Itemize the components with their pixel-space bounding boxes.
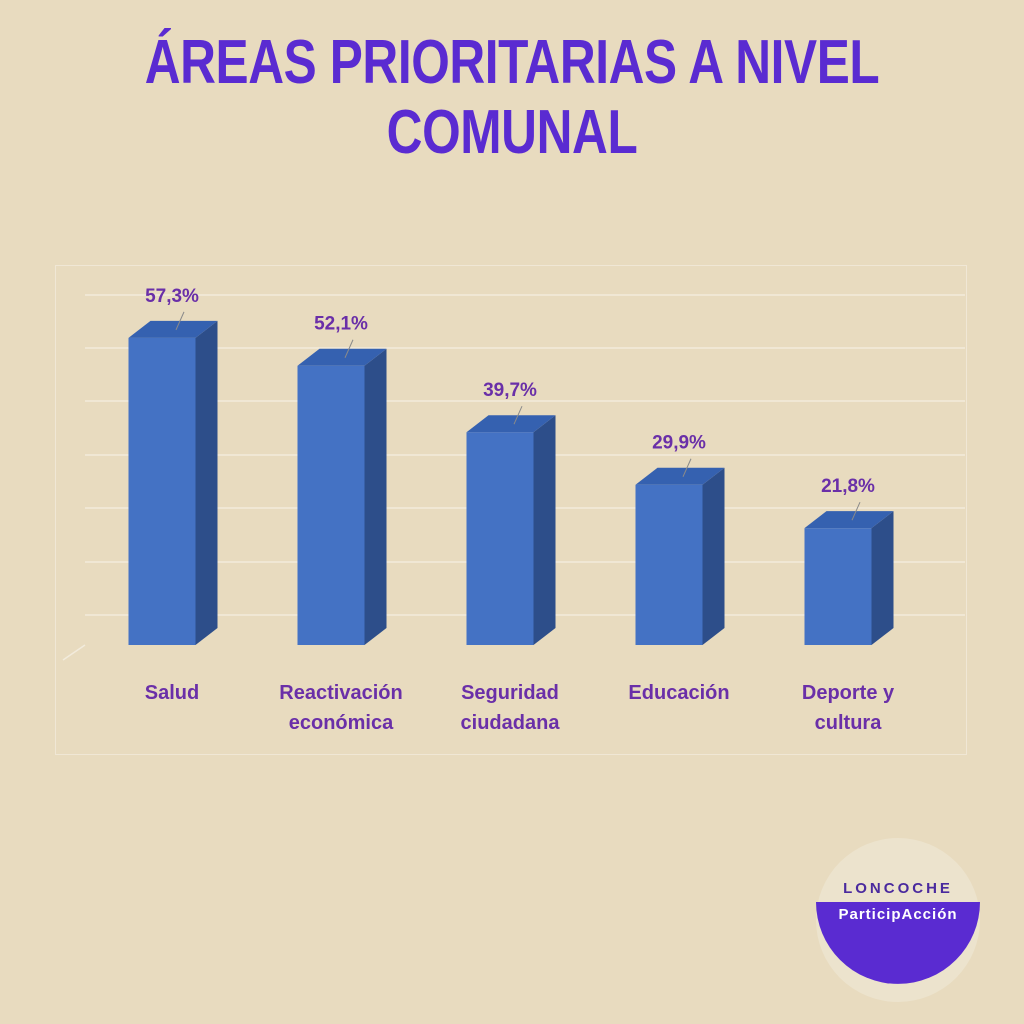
bar-top xyxy=(466,415,556,433)
value-label: 21,8% xyxy=(821,476,875,497)
logo-text: LONCOCHE xyxy=(843,880,953,897)
leader-line xyxy=(175,311,185,331)
bar-side xyxy=(195,320,218,645)
leader-line xyxy=(513,406,523,425)
value-label: 39,7% xyxy=(483,380,537,401)
x-tick-label: Educación xyxy=(628,682,730,704)
bar-side xyxy=(871,511,894,645)
logo-text: ParticipAcción xyxy=(838,906,958,923)
bar-top xyxy=(297,348,387,366)
bar xyxy=(128,337,196,645)
chart-area xyxy=(55,265,967,755)
x-tick-label: Reactivación económica xyxy=(279,682,403,734)
bar xyxy=(297,365,365,645)
bar xyxy=(635,484,703,645)
leader-line xyxy=(344,339,354,358)
title-wrap: ÁREAS PRIORITARIAS A NIVEL COMUNAL xyxy=(132,28,892,168)
bar-top xyxy=(128,320,218,338)
bar-side xyxy=(702,467,725,645)
bar xyxy=(804,528,872,645)
logo-half xyxy=(816,902,980,984)
bar-side xyxy=(364,348,387,645)
x-tick-label: Salud xyxy=(144,682,200,704)
value-label: 29,9% xyxy=(652,433,706,454)
bar-top xyxy=(804,511,894,529)
value-label: 52,1% xyxy=(314,314,368,335)
x-tick-label: Seguridad ciudadana xyxy=(460,682,560,734)
grid-line xyxy=(62,644,86,661)
chart-title: ÁREAS PRIORITARIAS A NIVEL COMUNAL xyxy=(144,28,880,167)
x-tick-label: Deporte y cultura xyxy=(801,682,895,734)
leader-line xyxy=(851,501,861,521)
bar-side xyxy=(533,415,556,645)
value-label: 57,3% xyxy=(145,286,199,307)
bar-top xyxy=(635,467,725,485)
bar xyxy=(466,432,534,645)
leader-line xyxy=(682,458,692,477)
